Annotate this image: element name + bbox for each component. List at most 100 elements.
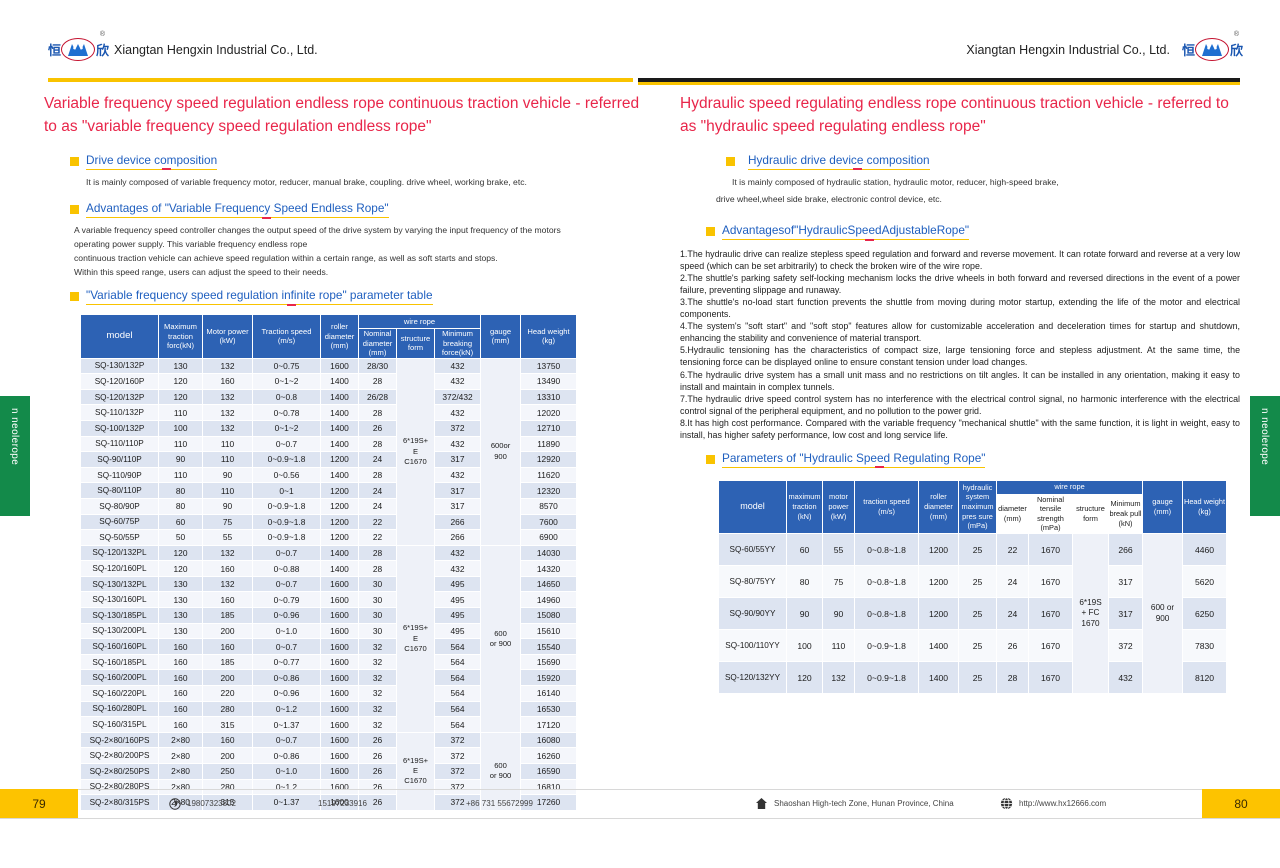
- cell-model: SQ-120/132P: [80, 388, 159, 406]
- cell-head-weight: 4460: [1182, 533, 1228, 567]
- cell-roller-diameter: 1400: [918, 629, 959, 663]
- bullet-square-icon: [70, 292, 79, 302]
- th-roller-diameter: roller diameter (mm): [320, 314, 359, 359]
- bullet-square-icon: [706, 454, 715, 464]
- table-row: SQ-130/132PL 130 132 0~0.7 1600 30 495 14650: [80, 575, 578, 593]
- cell-head-weight: 12710: [520, 419, 578, 437]
- cell-min-break-force: 266: [433, 529, 482, 546]
- cell-model: SQ-160/280PL: [80, 700, 159, 718]
- cell-motor-power: 315: [202, 794, 253, 811]
- cell-nominal-diameter: 26: [358, 747, 397, 764]
- cell-head-weight: 7830: [1182, 629, 1228, 663]
- cell-head-weight: 17260: [520, 794, 578, 811]
- cell-gauge: 600 or 900: [480, 544, 522, 733]
- cell-traction-speed: 0~0.9~1.8: [252, 451, 321, 468]
- cell-wr-tensile: 1670: [1028, 533, 1073, 567]
- cell-nominal-diameter: 26/28: [358, 388, 397, 406]
- cell-roller-diameter: 1200: [320, 482, 359, 499]
- th-max-traction: maximum traction (kN): [786, 479, 823, 535]
- footer-website[interactable]: http://www.hx12666.com: [1000, 789, 1106, 818]
- left-section-2-line-0: A variable frequency speed controller ch…: [74, 225, 561, 236]
- footer-website-text: http://www.hx12666.com: [1019, 799, 1107, 808]
- cell-traction-speed: 0~0.96: [252, 607, 321, 624]
- cell-model: SQ-130/200PL: [80, 622, 159, 640]
- left-column: Variable frequency speed regulation endl…: [44, 92, 644, 811]
- bullet-square-icon: [70, 205, 79, 215]
- th-gauge: gauge (mm): [480, 314, 522, 359]
- cell-motor-power: 132: [202, 357, 253, 375]
- cell-traction-speed: 0~1.2: [252, 700, 321, 718]
- cell-roller-diameter: 1200: [918, 565, 959, 599]
- cell-motor-power: 90: [202, 466, 253, 484]
- right-section-1-line-1: It is mainly composed of hydraulic stati…: [732, 176, 1059, 187]
- cell-traction-speed: 0~0.9~1.8: [252, 529, 321, 546]
- cell-nominal-diameter: 26: [358, 763, 397, 780]
- cell-traction-speed: 0~0.8~1.8: [854, 533, 919, 567]
- cell-nominal-diameter: 22: [358, 513, 397, 531]
- cell-min-break-force: 495: [433, 575, 482, 593]
- cell-motor-power: 200: [202, 669, 253, 687]
- company-logo-icon-right: 恒 ® 欣: [1182, 31, 1243, 61]
- page-header: 恒 ® 欣 Xiangtan Hengxin Industrial Co., L…: [0, 0, 1280, 88]
- table-row: SQ-2×80/160PS 2×80 160 0~0.7 1600 26 6*19S+ E C1…: [80, 731, 578, 811]
- cell-min-break-force: 317: [433, 497, 482, 515]
- cell-min-break-force: 266: [433, 513, 482, 531]
- cell-motor-power: 90: [202, 497, 253, 515]
- cell-head-weight: 11620: [520, 466, 578, 484]
- cell-motor-power: 220: [202, 685, 253, 702]
- side-tab-right: n neolerope: [1250, 396, 1280, 516]
- cell-motor-power: 132: [202, 544, 253, 562]
- cell-roller-diameter: 1200: [918, 533, 959, 567]
- cell-nominal-diameter: 30: [358, 575, 397, 593]
- table-row: SQ-90/90YY 90 90 0~0.8~1.8 1200 25 24 1670 317 62…: [718, 597, 1228, 631]
- cell-motor-power: 110: [822, 629, 855, 663]
- left-page-title: Variable frequency speed regulation endl…: [44, 95, 640, 136]
- cell-min-break-force: 495: [433, 607, 482, 624]
- cell-head-weight: 16530: [520, 700, 578, 718]
- cell-head-weight: 12320: [520, 482, 578, 499]
- left-section-3-label: "Variable frequency speed regulation inf…: [86, 288, 433, 306]
- cell-head-weight: 11890: [520, 435, 578, 453]
- cell-motor-power: 160: [202, 373, 253, 390]
- cell-traction-speed: 0~1.0: [252, 622, 321, 640]
- cell-model: SQ-110/110P: [80, 435, 159, 453]
- right-column: Hydraulic speed regulating endless rope …: [680, 92, 1240, 695]
- cell-model: SQ-80/110P: [80, 482, 159, 499]
- cell-wr-tensile: 1670: [1028, 661, 1073, 695]
- cell-max-traction: 130: [158, 575, 203, 593]
- th-traction-speed: Traction speed (m/s): [252, 314, 321, 359]
- table-header-row-2: Nominal diameter (mm) structure form Min…: [81, 328, 577, 359]
- logo-m-icon-right: [1201, 44, 1222, 56]
- table-row: SQ-160/315PL 160 315 0~1.37 1600 32 564 17120: [80, 716, 578, 733]
- cell-model: SQ-60/75P: [80, 513, 159, 531]
- cell-min-break-force: 432: [433, 373, 482, 390]
- cell-motor-power: 200: [202, 747, 253, 764]
- cell-head-weight: 16590: [520, 763, 578, 780]
- cell-roller-diameter: 1600: [320, 669, 359, 687]
- left-section-1-body: It is mainly composed of variable freque…: [86, 176, 527, 187]
- table-header-row-1: model Maximum traction forc(kN) Motor po…: [80, 314, 578, 359]
- cell-roller-diameter: 1600: [320, 653, 359, 671]
- cell-max-traction: 120: [158, 560, 203, 577]
- cell-roller-diameter: 1400: [320, 435, 359, 453]
- cell-min-break-force: 317: [433, 482, 482, 499]
- th-wr-tensile-strength: Nominal tensile strength (mPa): [1028, 493, 1073, 535]
- cell-motor-power: 55: [202, 529, 253, 546]
- hydraulic-advantages-list: 1.The hydraulic drive can realize steple…: [680, 248, 1240, 440]
- table-row: SQ-120/132P 120 132 0~0.8 1400 26/28 372/432 13…: [80, 388, 578, 406]
- cell-motor-power: 280: [202, 778, 253, 796]
- cell-head-weight: 13750: [520, 357, 578, 375]
- cell-model: SQ-160/160PL: [80, 638, 159, 655]
- cell-traction-speed: 0~0.7: [252, 731, 321, 749]
- page-footer: 79 80 19807323802 15197233916 +86 731 55…: [0, 789, 1280, 819]
- cell-motor-power: 75: [822, 565, 855, 599]
- cell-model: SQ-110/132P: [80, 404, 159, 421]
- cell-motor-power: 110: [202, 435, 253, 453]
- cell-roller-diameter: 1400: [320, 419, 359, 437]
- cell-max-traction: 80: [786, 565, 823, 599]
- cell-head-weight: 14650: [520, 575, 578, 593]
- cell-model: SQ-160/200PL: [80, 669, 159, 687]
- header-rule-black-right: [638, 78, 1240, 82]
- table-row: SQ-130/132P 130 132 0~0.75 1600 28/30 6*19S+ E C…: [80, 357, 578, 546]
- footer-phone-3-text: +86 731 55672999: [466, 799, 533, 808]
